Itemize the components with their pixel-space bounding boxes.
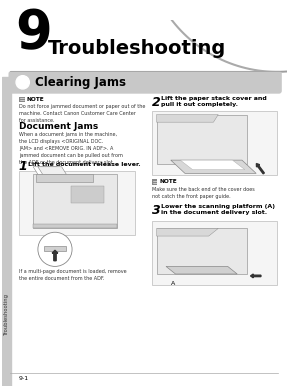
Bar <box>33 174 117 227</box>
FancyArrow shape <box>256 164 264 174</box>
Polygon shape <box>157 115 218 122</box>
Bar <box>44 245 66 251</box>
FancyBboxPatch shape <box>8 71 282 94</box>
Bar <box>152 179 158 185</box>
FancyArrow shape <box>250 274 261 278</box>
Polygon shape <box>166 266 237 274</box>
Bar <box>71 186 104 203</box>
Text: When a document jams in the machine,
the LCD displays <ORIGINAL DOC.
JAM> and <R: When a document jams in the machine, the… <box>19 132 123 165</box>
Bar <box>157 115 247 164</box>
Text: A: A <box>171 281 175 286</box>
Bar <box>152 111 277 175</box>
Text: Lift the paper stack cover and
pull it out completely.: Lift the paper stack cover and pull it o… <box>161 96 267 107</box>
Text: 9-1: 9-1 <box>19 376 29 381</box>
Polygon shape <box>33 224 117 227</box>
Text: If a multi-page document is loaded, remove
the entire document from the ADF.: If a multi-page document is loaded, remo… <box>19 269 127 281</box>
Text: Document Jams: Document Jams <box>19 122 98 131</box>
Polygon shape <box>157 229 218 236</box>
Bar <box>2 76 11 386</box>
Bar <box>152 221 277 285</box>
Text: 3: 3 <box>152 204 161 217</box>
Bar <box>36 174 93 182</box>
Polygon shape <box>33 167 61 174</box>
FancyArrow shape <box>52 250 58 261</box>
Polygon shape <box>38 167 66 174</box>
Text: Lower the scanning platform (A)
in the document delivery slot.: Lower the scanning platform (A) in the d… <box>161 204 275 215</box>
Circle shape <box>38 232 72 266</box>
Text: Troubleshooting: Troubleshooting <box>4 293 9 335</box>
Bar <box>157 229 247 274</box>
Text: 9: 9 <box>15 7 52 59</box>
Text: Make sure the back end of the cover does
not catch the front paper guide.: Make sure the back end of the cover does… <box>152 187 254 199</box>
Bar <box>19 96 25 102</box>
Text: Troubleshooting: Troubleshooting <box>47 39 226 58</box>
Text: NOTE: NOTE <box>159 179 177 185</box>
Text: 2: 2 <box>152 96 161 108</box>
Text: NOTE: NOTE <box>26 97 44 102</box>
Bar <box>19 171 135 235</box>
Text: Do not force jammed document or paper out of the
machine. Contact Canon Customer: Do not force jammed document or paper ou… <box>19 104 145 123</box>
Polygon shape <box>180 160 245 169</box>
Text: Lift the document release lever.: Lift the document release lever. <box>28 162 141 167</box>
Polygon shape <box>171 160 256 173</box>
Circle shape <box>16 76 29 89</box>
Text: Clearing Jams: Clearing Jams <box>35 76 126 89</box>
Bar <box>2 20 286 72</box>
Text: 1: 1 <box>19 160 28 173</box>
